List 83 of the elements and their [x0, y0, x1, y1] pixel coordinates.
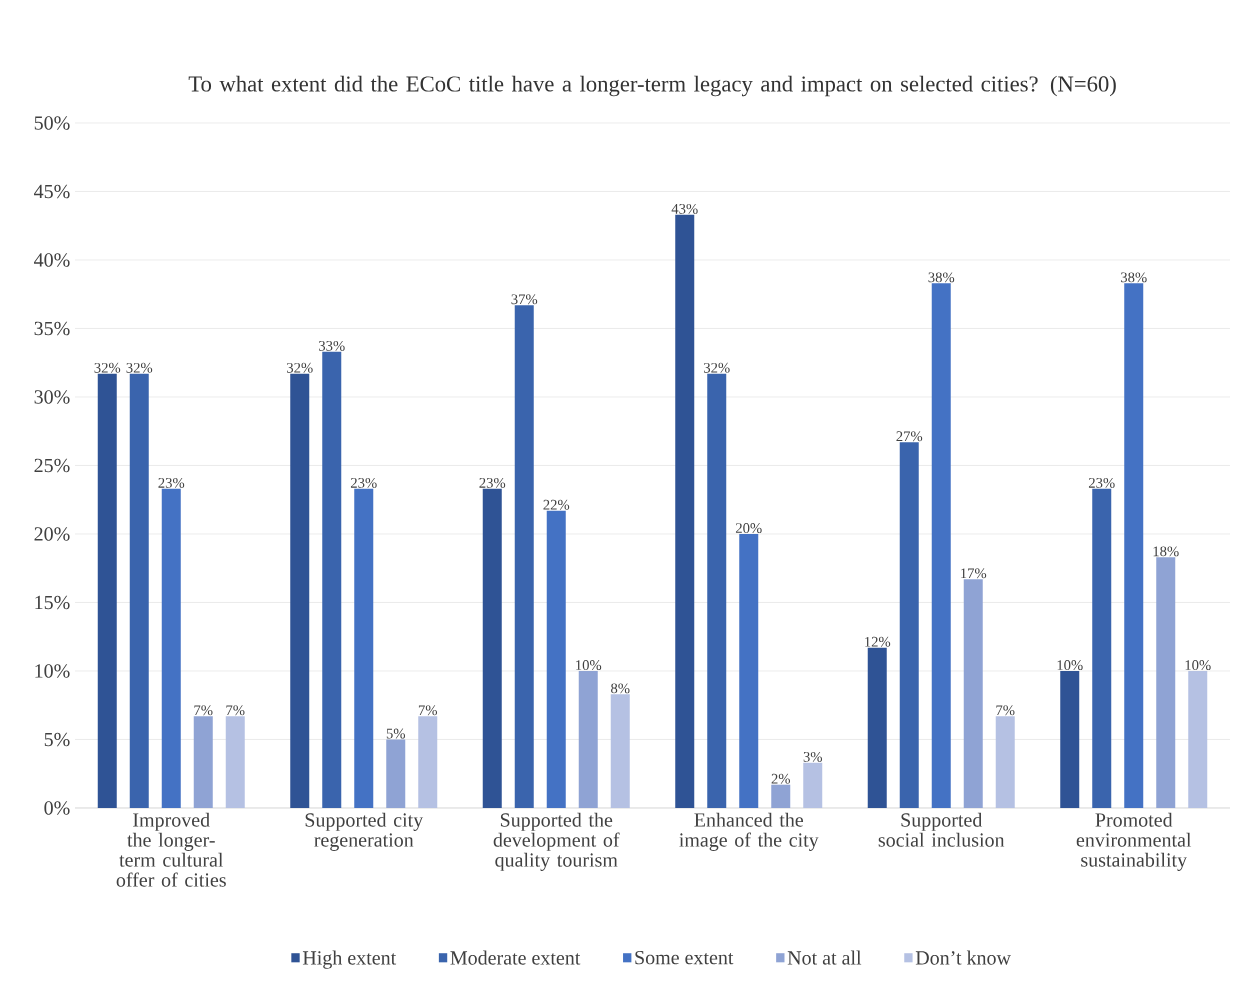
x-tick-label: Promoted environmental sustainability: [1076, 812, 1192, 871]
bar: [771, 784, 791, 808]
bar: [1060, 670, 1080, 808]
data-label: 7%: [996, 705, 1015, 716]
bar: [193, 716, 213, 808]
x-tick-label: Supported city regeneration: [305, 812, 424, 851]
bar: [739, 533, 759, 808]
data-label: 32%: [704, 362, 730, 373]
data-label: 3%: [803, 751, 823, 762]
y-tick-label: 20%: [34, 527, 70, 541]
y-tick-label: 5%: [44, 732, 70, 747]
y-tick-label: 35%: [34, 321, 70, 336]
data-label: 12%: [865, 636, 891, 647]
data-label: 32%: [287, 362, 313, 373]
bar: [803, 762, 823, 808]
bar: [161, 488, 181, 808]
bar: [225, 716, 245, 808]
data-label: 38%: [928, 272, 955, 283]
y-tick-label: 15%: [35, 595, 70, 610]
bar: [995, 716, 1015, 808]
bar: [1188, 670, 1208, 808]
data-label: 7%: [418, 705, 438, 716]
data-label: 23%: [1088, 477, 1115, 488]
bar: [1092, 488, 1112, 808]
bar: [1156, 557, 1176, 808]
data-label: 10%: [1057, 660, 1083, 671]
x-tick-label: Supported the development of quality tourism: [493, 812, 620, 871]
bar: [546, 510, 566, 808]
data-label: 7%: [226, 705, 245, 716]
y-tick-label: 40%: [34, 253, 70, 267]
data-label: 7%: [194, 705, 213, 716]
y-tick-label: 30%: [34, 390, 70, 404]
y-tick-label: 0%: [44, 801, 70, 815]
bar: [290, 373, 310, 808]
data-label: 20%: [735, 523, 762, 534]
bar: [418, 716, 438, 808]
bar: [482, 488, 502, 808]
data-label: 23%: [158, 477, 185, 488]
bar: [354, 488, 374, 808]
bar: [514, 305, 534, 808]
legend-label: Moderate extent: [450, 950, 581, 965]
data-label: 33%: [319, 340, 345, 351]
bar: [97, 373, 117, 808]
bar: [899, 442, 919, 808]
data-label: 32%: [126, 362, 153, 373]
bar: [707, 373, 727, 808]
data-label: 17%: [961, 568, 987, 579]
bar: [1124, 283, 1144, 808]
data-label: 2%: [771, 773, 791, 784]
chart-title: To what extent did the ECoC title have a longer-term legacy and impact on selected cities? (N=60): [188, 75, 1116, 97]
x-tick-label: Supported social inclusion: [878, 812, 1005, 847]
y-tick-label: 50%: [34, 116, 70, 130]
legend-label: Don’t know: [915, 950, 1011, 965]
x-tick-label: Enhanced the image of the city: [679, 812, 819, 851]
data-label: 38%: [1121, 272, 1147, 283]
x-tick-label: Improved the longer-term cultural offer of cities: [116, 812, 226, 887]
bar: [322, 351, 342, 808]
data-label: 5%: [386, 728, 406, 739]
data-label: 10%: [576, 660, 602, 671]
y-tick-label: 45%: [34, 184, 70, 199]
bar: [867, 647, 887, 808]
legend-label: Not at all: [787, 950, 862, 965]
bar: [578, 670, 598, 808]
data-label: 32%: [94, 362, 121, 373]
data-label: 37%: [511, 294, 538, 305]
data-label: 22%: [543, 499, 570, 510]
y-tick-label: 10%: [35, 664, 70, 678]
bar: [386, 739, 406, 808]
data-label: 23%: [479, 477, 506, 488]
data-label: 8%: [611, 683, 630, 694]
bar: [610, 694, 630, 808]
y-tick-label: 25%: [34, 458, 70, 473]
bar: [675, 214, 695, 808]
legend-label: High extent: [302, 950, 397, 969]
bar: [931, 283, 951, 808]
data-label: 27%: [896, 431, 923, 442]
legend-label: Some extent: [635, 950, 734, 965]
data-label: 43%: [671, 203, 698, 214]
data-label: 23%: [350, 477, 377, 488]
bar: [129, 373, 149, 808]
data-label: 10%: [1185, 660, 1211, 671]
data-label: 18%: [1153, 546, 1179, 557]
bar: [963, 579, 983, 808]
